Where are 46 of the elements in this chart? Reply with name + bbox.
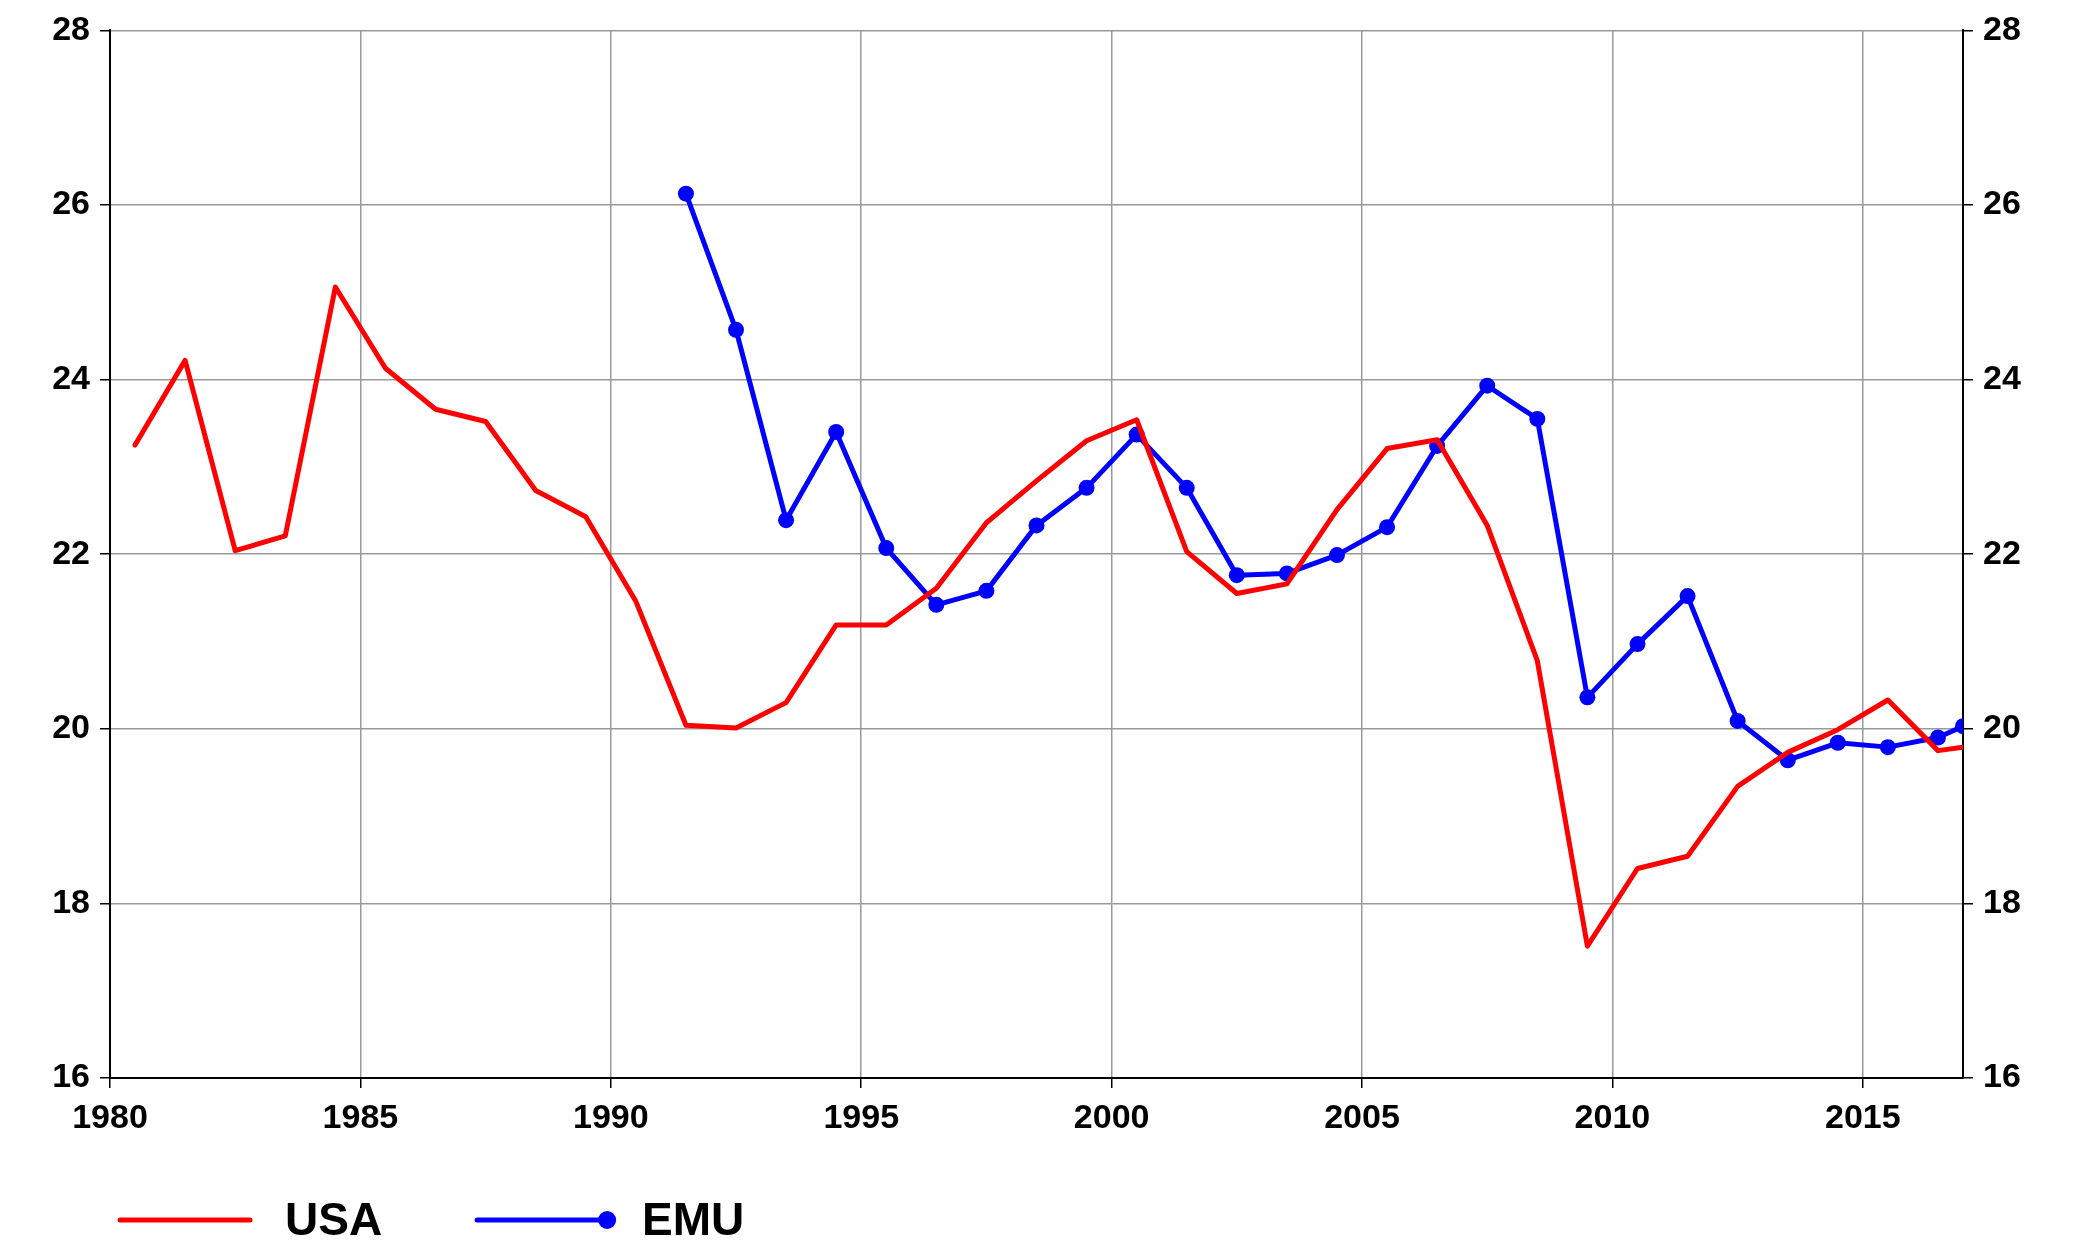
y-tick-label: 24 <box>52 357 91 396</box>
x-tick-label: 2005 <box>1324 1096 1400 1135</box>
point <box>1579 689 1596 706</box>
point <box>778 512 795 529</box>
point <box>1228 567 1245 584</box>
point <box>1328 547 1345 564</box>
point <box>677 185 694 202</box>
point <box>1178 479 1195 496</box>
point <box>1879 739 1896 756</box>
y-tick-label: 26 <box>52 183 90 222</box>
y2-tick-label: 18 <box>1983 881 2021 920</box>
x-tick-label: 2015 <box>1825 1096 1901 1135</box>
x-tick-label: 1985 <box>322 1096 399 1135</box>
point <box>1078 479 1095 496</box>
point <box>1629 636 1646 653</box>
y-tick-label: 18 <box>52 881 90 920</box>
point <box>1729 712 1746 729</box>
point <box>1929 729 1946 746</box>
x-tick-label: 1980 <box>72 1096 148 1135</box>
x-tick-label: 1995 <box>823 1096 900 1135</box>
point <box>1479 377 1496 394</box>
point <box>1529 410 1546 427</box>
point <box>978 582 995 599</box>
y-tick-label: 20 <box>52 707 90 746</box>
y2-tick-label: 24 <box>1983 357 2021 396</box>
y2-tick-label: 28 <box>1983 8 2021 47</box>
y-tick-label: 28 <box>52 8 90 47</box>
point <box>1679 588 1696 605</box>
point <box>828 423 845 440</box>
y2-tick-label: 16 <box>1983 1056 2021 1095</box>
point <box>1829 734 1846 751</box>
point <box>928 596 945 613</box>
y2-tick-label: 26 <box>1983 183 2021 222</box>
y2-tick-label: 20 <box>1983 707 2021 746</box>
x-tick-label: 1990 <box>572 1096 649 1135</box>
x-tick-label: 2010 <box>1574 1096 1651 1135</box>
y-tick-label: 16 <box>52 1056 90 1095</box>
point <box>728 321 745 338</box>
point <box>1028 517 1045 534</box>
legend-label: EMU <box>642 1192 745 1245</box>
point <box>878 540 895 557</box>
y2-tick-label: 22 <box>1983 532 2021 571</box>
y-tick-label: 22 <box>52 532 90 571</box>
x-tick-label: 2000 <box>1073 1096 1150 1135</box>
legend-label: USA <box>285 1192 383 1245</box>
point <box>1379 519 1396 536</box>
